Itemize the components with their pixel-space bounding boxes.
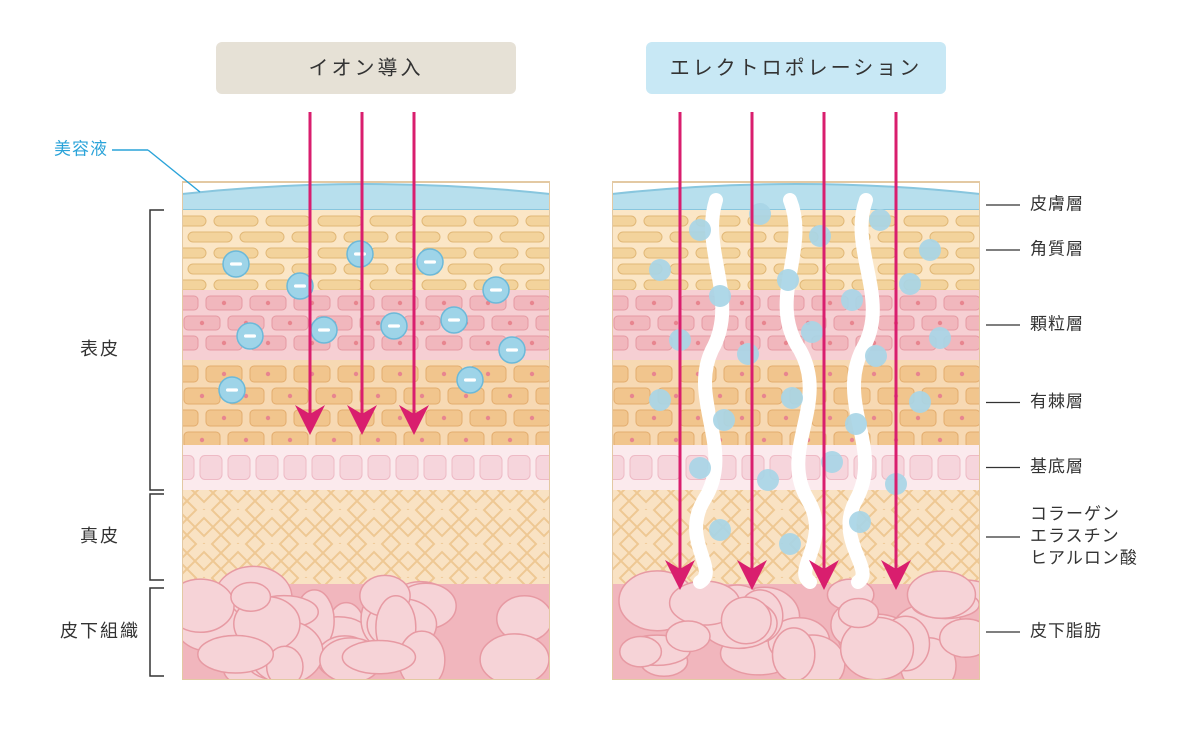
serum-droplet: [777, 269, 799, 291]
serum-droplet: [779, 533, 801, 555]
serum-droplet: [865, 345, 887, 367]
bracket-epidermis: [150, 210, 164, 490]
ion-particle: [483, 277, 509, 303]
ion-particle: [219, 377, 245, 403]
ion-particle: [381, 313, 407, 339]
serum-droplet: [689, 219, 711, 241]
title-right-label: エレクトロポレーション: [670, 56, 923, 79]
serum-pointer: [148, 150, 200, 192]
bracket-subcutis: [150, 588, 164, 676]
serum-label: 美容液: [54, 139, 108, 158]
serum-droplet: [929, 327, 951, 349]
ion-particle: [499, 337, 525, 363]
label-epidermis: 表皮: [80, 339, 120, 359]
ion-particle: [441, 307, 467, 333]
label-spinosum: 有棘層: [1030, 392, 1084, 411]
ion-particle: [347, 241, 373, 267]
serum-droplet: [649, 259, 671, 281]
label-corneum: 角質層: [1030, 239, 1084, 258]
serum-droplet: [801, 321, 823, 343]
serum-droplet: [919, 239, 941, 261]
serum-droplet: [909, 391, 931, 413]
label-dermis-line1: エラスチン: [1030, 526, 1120, 545]
serum-droplet: [649, 389, 671, 411]
label-basale: 基底層: [1030, 457, 1084, 476]
label-skin-surface: 皮膚層: [1030, 194, 1084, 213]
label-subcutis: 皮下組織: [60, 621, 140, 641]
ion-particle: [237, 323, 263, 349]
serum-droplet: [899, 273, 921, 295]
serum-droplet: [845, 413, 867, 435]
ion-particle: [311, 317, 337, 343]
label-dermis-line0: コラーゲン: [1030, 504, 1120, 523]
title-left-label: イオン導入: [309, 56, 424, 79]
ion-particle: [417, 249, 443, 275]
label-granulosum: 顆粒層: [1030, 314, 1084, 333]
serum-droplet: [781, 387, 803, 409]
panel-right: [592, 182, 1026, 694]
serum-droplet: [841, 289, 863, 311]
serum-droplet: [689, 457, 711, 479]
label-dermis: 真皮: [80, 526, 120, 546]
serum-droplet: [849, 511, 871, 533]
bracket-dermis: [150, 494, 164, 580]
ion-particle: [223, 251, 249, 277]
label-subfat: 皮下脂肪: [1030, 621, 1102, 640]
serum-droplet: [713, 409, 735, 431]
serum-droplet: [737, 343, 759, 365]
serum-droplet: [709, 285, 731, 307]
serum-droplet: [869, 209, 891, 231]
label-dermis-line2: ヒアルロン酸: [1030, 548, 1138, 567]
ion-particle: [457, 367, 483, 393]
serum-droplet: [757, 469, 779, 491]
serum-droplet: [709, 519, 731, 541]
serum-droplet: [809, 225, 831, 247]
